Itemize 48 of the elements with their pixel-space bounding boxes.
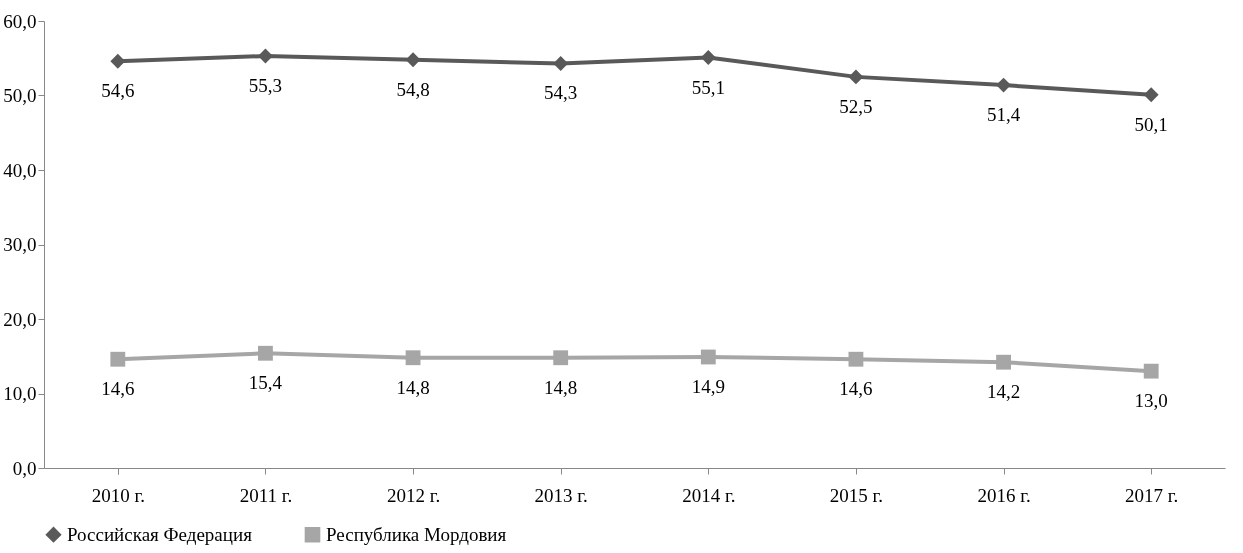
- y-tick-label: 20,0: [3, 308, 37, 330]
- data-label: 14,6: [839, 378, 873, 400]
- data-label: 55,1: [691, 76, 725, 98]
- point: [700, 349, 716, 365]
- point: [1143, 87, 1159, 103]
- data-label: 14,9: [691, 375, 725, 397]
- x-tick-label: 2015 г.: [829, 484, 884, 506]
- point: [996, 77, 1011, 93]
- x-tick-label: 2010 г.: [91, 484, 145, 506]
- x-tick-label: 2013 г.: [534, 484, 588, 506]
- point: [848, 351, 864, 367]
- point: [405, 52, 421, 68]
- legend-label: Российская Федерация: [67, 523, 253, 545]
- point: [700, 50, 716, 65]
- point: [110, 351, 126, 367]
- y-tick-label: 30,0: [3, 234, 37, 255]
- point: [258, 345, 273, 361]
- data-label: 14,2: [986, 381, 1021, 403]
- point: [110, 53, 126, 69]
- data-label: 14,6: [101, 378, 135, 400]
- point: [553, 56, 569, 71]
- data-label: 54,8: [396, 78, 430, 100]
- data-label: 54,6: [101, 80, 135, 102]
- y-tick-label: 50,0: [3, 85, 37, 106]
- legend-label: Республика Мордовия: [326, 523, 507, 545]
- point: [553, 350, 569, 366]
- data-label: 14,8: [396, 376, 430, 398]
- point: [996, 354, 1011, 370]
- point: [405, 350, 421, 366]
- data-label: 54,3: [544, 82, 578, 104]
- point: [848, 69, 864, 85]
- data-label: 13,0: [1134, 390, 1168, 412]
- data-label: 14,8: [544, 376, 578, 398]
- data-label: 51,4: [986, 104, 1021, 126]
- x-tick-label: 2014 г.: [682, 484, 736, 506]
- y-tick-label: 40,0: [3, 159, 37, 181]
- y-tick-label: 60,0: [3, 10, 37, 32]
- x-tick-label: 2016 г.: [977, 484, 1031, 506]
- x-tick-label: 2017 г.: [1125, 484, 1179, 506]
- x-tick-label: 2012 г.: [386, 484, 441, 506]
- data-label: 55,3: [248, 75, 283, 97]
- y-tick-label: 10,0: [3, 383, 37, 404]
- data-label: 50,1: [1134, 113, 1168, 135]
- data-label: 52,5: [839, 95, 873, 117]
- y-tick-label: 0,0: [12, 457, 37, 479]
- data-label: 15,4: [248, 372, 283, 394]
- point: [1143, 363, 1159, 379]
- x-tick-label: 2011 г.: [239, 484, 293, 506]
